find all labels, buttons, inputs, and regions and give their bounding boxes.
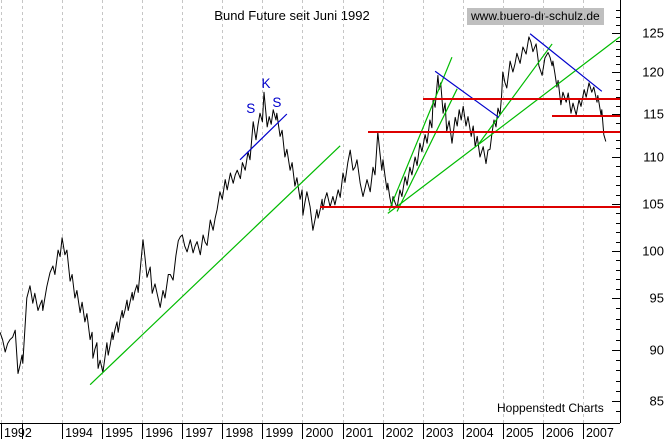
trend-line-downtrend-2003: [434, 70, 500, 118]
sks-label: S: [246, 101, 255, 116]
sks-label: S: [272, 95, 281, 110]
y-tick-label: 95: [650, 291, 664, 306]
x-tick-label: 2007: [586, 426, 614, 440]
x-tick-label: 2003: [426, 426, 454, 440]
x-tick-label: 1995: [105, 426, 133, 440]
x-tick-label: 1996: [145, 426, 173, 440]
trend-line-downtrend-2005: [529, 33, 603, 92]
x-tick-label: 2001: [346, 426, 374, 440]
trend-line-uptrend-2004: [478, 43, 553, 144]
y-tick-label: 110: [643, 150, 664, 165]
trend-line-uptrend-1994-2000: [89, 145, 341, 386]
x-tick-label: 1997: [185, 426, 213, 440]
trend-line-sks-neckline: [239, 113, 288, 161]
y-tick-label: 90: [650, 343, 664, 358]
x-tick-label: 1998: [225, 426, 253, 440]
x-tick-label: 2006: [546, 426, 574, 440]
trend-line-steep-2002-channel-a: [388, 56, 453, 211]
chart-credit: Hoppenstedt Charts: [497, 401, 604, 415]
y-tick-label: 85: [650, 394, 664, 409]
price-line: [0, 36, 607, 374]
trend-line-steep-2002-channel-b: [396, 88, 458, 212]
x-tick-label: 1994: [65, 426, 93, 440]
x-tick-label: 1999: [265, 426, 293, 440]
y-tick-label: 115: [643, 107, 664, 122]
x-tick-label: 2004: [466, 426, 494, 440]
x-tick-label: 2002: [386, 426, 414, 440]
x-tick-label: 1992: [4, 426, 32, 440]
x-tick-label: 2005: [506, 426, 534, 440]
trend-line-long-uptrend-2002: [387, 36, 621, 214]
y-tick-label: 105: [642, 197, 664, 212]
page-title: Bund Future seit Juni 1992: [214, 8, 370, 23]
x-tick-label: 2000: [305, 426, 333, 440]
sks-label: K: [262, 76, 271, 91]
y-tick-label: 100: [642, 244, 664, 259]
y-tick-label: 120: [642, 65, 664, 80]
y-tick-label: 125: [642, 26, 664, 41]
